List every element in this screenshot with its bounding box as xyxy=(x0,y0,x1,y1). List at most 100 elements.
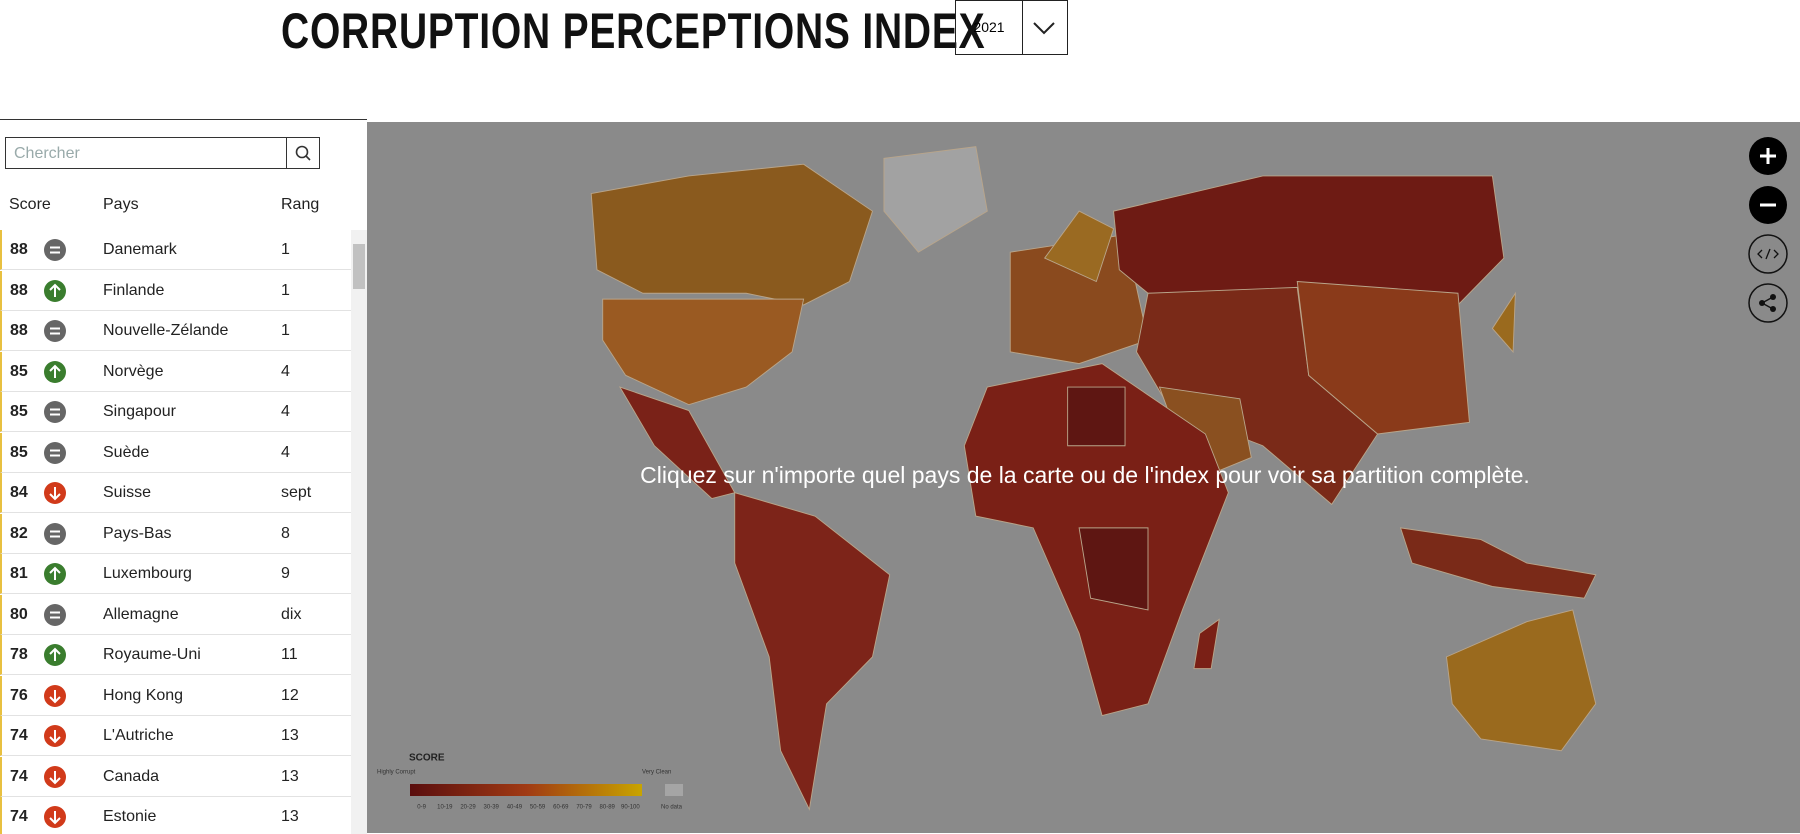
trend-glyph xyxy=(50,611,60,618)
ranking-row[interactable]: 74 Estonie 13 xyxy=(0,797,351,834)
ranking-row[interactable]: 76 Hong Kong 12 xyxy=(0,675,351,716)
trend-glyph xyxy=(49,689,61,703)
trend-glyph xyxy=(49,283,61,297)
ranking-row[interactable]: 85 Singapour 4 xyxy=(0,392,351,432)
country: Singapour xyxy=(103,403,176,420)
trend-circle xyxy=(44,603,66,626)
ranking-row[interactable]: 85 Suède 4 xyxy=(0,432,351,473)
country: L'Autriche xyxy=(103,727,174,744)
ranking-row[interactable]: 78 Royaume-Uni 11 xyxy=(0,635,351,675)
legend-title: SCORE xyxy=(409,753,445,764)
score: 74 xyxy=(10,767,28,785)
ranking-row[interactable]: 88 Finlande 1 xyxy=(0,270,351,311)
trend-glyph xyxy=(50,327,60,335)
legend-no-data: No data xyxy=(661,805,683,811)
trend-glyph xyxy=(50,530,60,537)
legend-bin-label: 30-39 xyxy=(484,805,500,811)
rank: 13 xyxy=(281,767,299,785)
trend-circle xyxy=(44,441,66,464)
ranking-row[interactable]: 84 Suisse sept xyxy=(0,473,351,513)
trend-circle xyxy=(44,320,66,342)
country: Danemark xyxy=(103,241,177,258)
trend-glyph xyxy=(49,730,61,744)
zoom-out[interactable] xyxy=(1749,186,1787,224)
rank: 12 xyxy=(281,686,299,704)
score: 76 xyxy=(10,686,28,704)
score: 74 xyxy=(10,727,28,744)
map-message: Cliquez sur n'importe quel pays de la ca… xyxy=(640,462,1530,488)
ranking-row[interactable]: 80 Allemagne dix xyxy=(0,594,351,635)
column-header[interactable]: Pays xyxy=(103,196,139,213)
embed-button[interactable] xyxy=(1748,234,1788,274)
ranking-row[interactable]: 74 L'Autriche 13 xyxy=(0,716,351,756)
score: 80 xyxy=(10,605,28,623)
legend-bin-label: 70-79 xyxy=(576,805,592,811)
legend-bin-label: 10-19 xyxy=(437,805,453,811)
year-select[interactable]: 2021 xyxy=(955,0,1068,55)
country: Royaume-Uni xyxy=(103,646,201,663)
rank: 4 xyxy=(281,403,290,420)
page-title: CORRUPTION PERCEPTIONS INDEX xyxy=(281,3,986,59)
ranking-row[interactable]: 85 Norvège 4 xyxy=(0,351,351,392)
trend-glyph xyxy=(49,566,61,580)
score: 85 xyxy=(10,443,28,461)
rank: dix xyxy=(281,605,302,623)
legend-high: Very Clean xyxy=(642,770,671,776)
trend-glyph xyxy=(49,487,61,501)
trend-icon xyxy=(44,563,66,585)
legend-bin-label: 60-69 xyxy=(553,805,569,811)
score: 85 xyxy=(10,403,28,420)
score: 88 xyxy=(10,241,28,258)
legend-bin-label: 20-29 xyxy=(460,805,476,811)
score: 88 xyxy=(10,281,28,299)
scrollbar[interactable] xyxy=(351,230,367,834)
country: Pays-Bas xyxy=(103,524,172,542)
trend-icon xyxy=(44,482,66,504)
zoom-in[interactable] xyxy=(1749,137,1787,175)
trend-icon xyxy=(44,725,66,747)
trend-glyph xyxy=(49,770,61,784)
trend-icon xyxy=(44,644,66,666)
score: 78 xyxy=(10,646,28,663)
search-input[interactable]: Chercher xyxy=(5,137,287,169)
sidebar: Chercher Score Pays Rang 88 Danemark 1 88 Fi… xyxy=(0,119,367,834)
rank: 13 xyxy=(281,727,299,744)
dropdown-arrow xyxy=(1033,22,1055,35)
score: 81 xyxy=(10,565,28,582)
trend-icon xyxy=(44,279,66,302)
rank: 1 xyxy=(281,281,290,299)
column-header[interactable]: Score xyxy=(9,196,51,213)
trend-glyph xyxy=(49,811,61,825)
score: 85 xyxy=(10,362,28,380)
score: 84 xyxy=(10,484,28,501)
trend-glyph xyxy=(50,246,60,254)
rank: 4 xyxy=(281,362,290,380)
ranking-row[interactable]: 82 Pays-Bas 8 xyxy=(0,513,351,554)
country: Finlande xyxy=(103,281,165,299)
legend-low: Highly Corrupt xyxy=(377,770,416,776)
rank: 13 xyxy=(281,808,299,825)
ranking-row[interactable]: 74 Canada 13 xyxy=(0,756,351,797)
rank: sept xyxy=(281,484,312,501)
search-button[interactable] xyxy=(287,137,320,169)
legend-bin-label: 0-9 xyxy=(417,805,426,811)
rank: 1 xyxy=(281,322,290,339)
trend-icon xyxy=(44,401,66,423)
trend-icon xyxy=(44,522,66,545)
trend-icon xyxy=(44,806,66,828)
ranking-row[interactable]: 88 Danemark 1 xyxy=(0,230,351,270)
rank: 11 xyxy=(281,646,298,663)
ranking-row[interactable]: 81 Luxembourg 9 xyxy=(0,554,351,594)
trend-circle xyxy=(44,239,66,261)
ranking-row[interactable]: 88 Nouvelle-Zélande 1 xyxy=(0,311,351,351)
trend-icon xyxy=(44,765,66,788)
trend-icon xyxy=(44,360,66,383)
share-button[interactable] xyxy=(1748,283,1788,323)
country: Allemagne xyxy=(103,605,179,623)
trend-icon xyxy=(44,684,66,707)
column-header[interactable]: Rang xyxy=(281,196,320,213)
country: Suède xyxy=(103,443,150,461)
world-map: Cliquez sur n'importe quel pays de la ca… xyxy=(367,122,1800,833)
trend-glyph xyxy=(50,408,60,416)
